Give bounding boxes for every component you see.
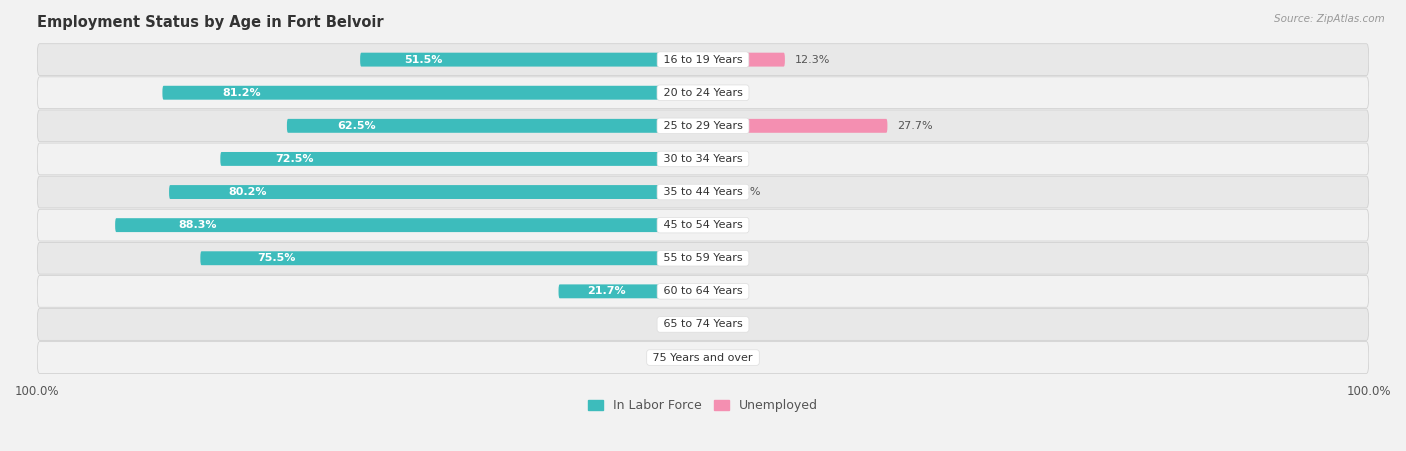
FancyBboxPatch shape <box>703 185 721 199</box>
Text: 72.5%: 72.5% <box>276 154 314 164</box>
FancyBboxPatch shape <box>221 152 703 166</box>
Text: 60 to 64 Years: 60 to 64 Years <box>659 286 747 296</box>
Text: 21.7%: 21.7% <box>586 286 626 296</box>
Text: Employment Status by Age in Fort Belvoir: Employment Status by Age in Fort Belvoir <box>37 15 384 30</box>
Text: 0.0%: 0.0% <box>713 253 741 263</box>
Text: 75 Years and over: 75 Years and over <box>650 353 756 363</box>
Text: 2.8%: 2.8% <box>731 187 761 197</box>
Text: 0.0%: 0.0% <box>713 353 741 363</box>
Text: 27.7%: 27.7% <box>897 121 934 131</box>
FancyBboxPatch shape <box>169 185 703 199</box>
Text: 0.0%: 0.0% <box>665 353 693 363</box>
Text: Source: ZipAtlas.com: Source: ZipAtlas.com <box>1274 14 1385 23</box>
Text: 80.2%: 80.2% <box>228 187 267 197</box>
Text: 75.5%: 75.5% <box>257 253 295 263</box>
FancyBboxPatch shape <box>163 86 703 100</box>
FancyBboxPatch shape <box>37 110 1369 142</box>
Text: 65 to 74 Years: 65 to 74 Years <box>659 319 747 329</box>
FancyBboxPatch shape <box>703 53 785 67</box>
FancyBboxPatch shape <box>360 53 703 67</box>
FancyBboxPatch shape <box>37 176 1369 208</box>
FancyBboxPatch shape <box>37 276 1369 307</box>
FancyBboxPatch shape <box>37 44 1369 75</box>
Text: 88.3%: 88.3% <box>179 220 218 230</box>
Text: 45 to 54 Years: 45 to 54 Years <box>659 220 747 230</box>
Text: 20 to 24 Years: 20 to 24 Years <box>659 88 747 98</box>
FancyBboxPatch shape <box>287 119 703 133</box>
FancyBboxPatch shape <box>37 242 1369 274</box>
Text: 62.5%: 62.5% <box>337 121 375 131</box>
Text: 81.2%: 81.2% <box>222 88 262 98</box>
Text: 0.0%: 0.0% <box>713 220 741 230</box>
Text: 0.0%: 0.0% <box>713 88 741 98</box>
FancyBboxPatch shape <box>37 209 1369 241</box>
FancyBboxPatch shape <box>37 308 1369 341</box>
Text: 55 to 59 Years: 55 to 59 Years <box>659 253 747 263</box>
Text: 12.3%: 12.3% <box>794 55 831 64</box>
Text: 25 to 29 Years: 25 to 29 Years <box>659 121 747 131</box>
Text: 0.0%: 0.0% <box>665 319 693 329</box>
FancyBboxPatch shape <box>558 285 703 298</box>
FancyBboxPatch shape <box>703 119 887 133</box>
Text: 51.5%: 51.5% <box>404 55 443 64</box>
FancyBboxPatch shape <box>37 143 1369 175</box>
Text: 0.0%: 0.0% <box>713 286 741 296</box>
Text: 0.0%: 0.0% <box>713 154 741 164</box>
Text: 0.0%: 0.0% <box>713 319 741 329</box>
FancyBboxPatch shape <box>115 218 703 232</box>
FancyBboxPatch shape <box>37 342 1369 373</box>
Text: 30 to 34 Years: 30 to 34 Years <box>659 154 747 164</box>
FancyBboxPatch shape <box>37 77 1369 109</box>
Text: 16 to 19 Years: 16 to 19 Years <box>659 55 747 64</box>
FancyBboxPatch shape <box>201 251 703 265</box>
Legend: In Labor Force, Unemployed: In Labor Force, Unemployed <box>583 394 823 417</box>
Text: 35 to 44 Years: 35 to 44 Years <box>659 187 747 197</box>
